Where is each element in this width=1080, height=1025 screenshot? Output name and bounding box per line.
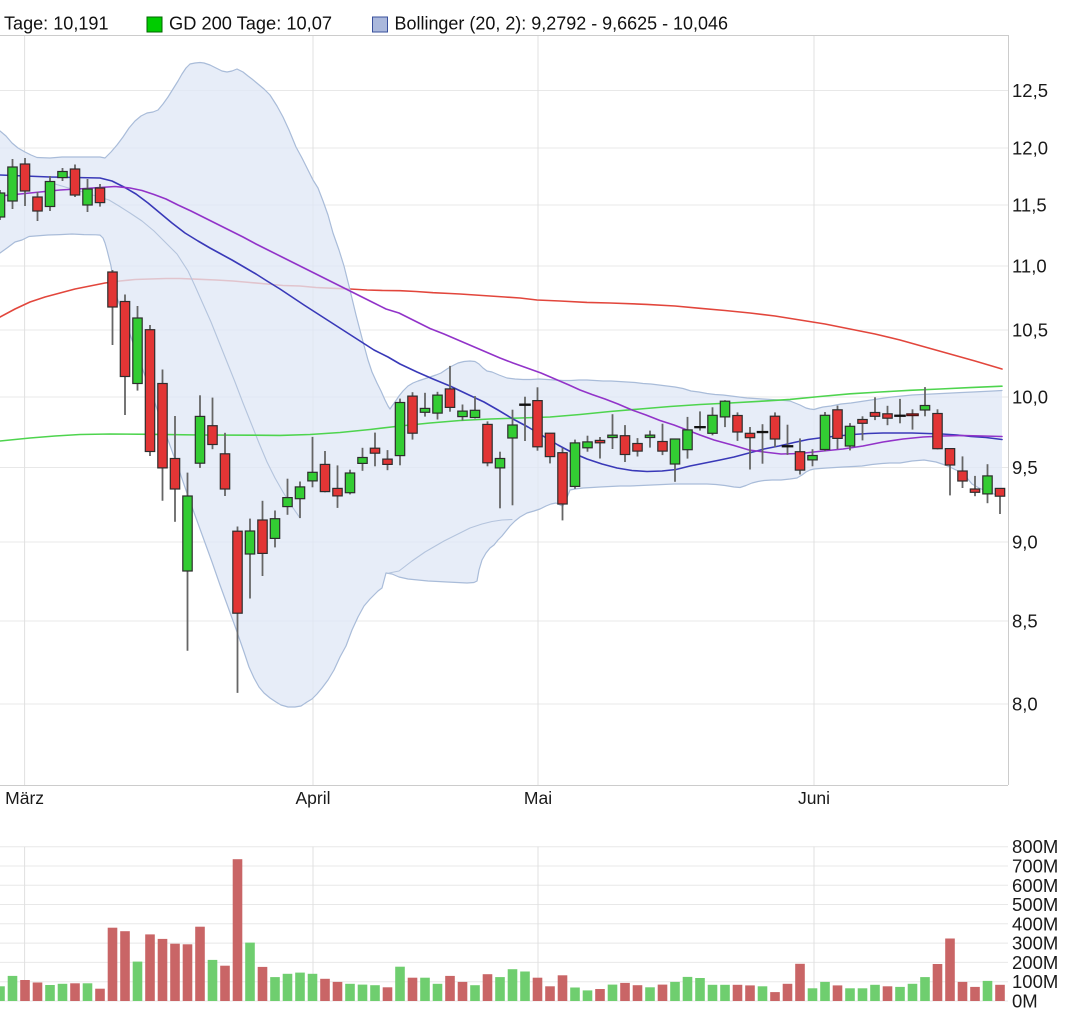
svg-text:8,5: 8,5: [1012, 611, 1038, 632]
svg-text:300M: 300M: [1012, 933, 1058, 954]
svg-text:11,0: 11,0: [1012, 256, 1047, 277]
svg-text:100M: 100M: [1012, 971, 1058, 992]
svg-text:9,0: 9,0: [1012, 532, 1038, 553]
svg-text:März: März: [5, 788, 44, 808]
svg-text:200M: 200M: [1012, 952, 1058, 973]
svg-text:12,5: 12,5: [1012, 80, 1048, 101]
svg-text:8,0: 8,0: [1012, 694, 1038, 715]
svg-text:Bollinger (20, 2): 9,2792 - 9,: Bollinger (20, 2): 9,2792 - 9,6625 - 10,…: [395, 13, 729, 34]
svg-text:500M: 500M: [1012, 894, 1058, 915]
svg-text:10,5: 10,5: [1012, 320, 1048, 341]
svg-text:600M: 600M: [1012, 875, 1058, 896]
svg-text:800M: 800M: [1012, 836, 1058, 857]
svg-text:April: April: [295, 788, 330, 808]
svg-text:9,5: 9,5: [1012, 457, 1038, 478]
svg-text:0M: 0M: [1012, 991, 1038, 1012]
svg-text:Mai: Mai: [524, 788, 552, 808]
svg-text:Tage: 10,191: Tage: 10,191: [4, 13, 109, 34]
svg-text:10,0: 10,0: [1012, 387, 1048, 408]
svg-text:Juni: Juni: [798, 788, 830, 808]
svg-text:GD 200 Tage: 10,07: GD 200 Tage: 10,07: [169, 13, 332, 34]
svg-text:11,5: 11,5: [1012, 195, 1047, 216]
svg-text:400M: 400M: [1012, 913, 1058, 934]
svg-text:12,0: 12,0: [1012, 138, 1048, 159]
svg-text:700M: 700M: [1012, 856, 1058, 877]
